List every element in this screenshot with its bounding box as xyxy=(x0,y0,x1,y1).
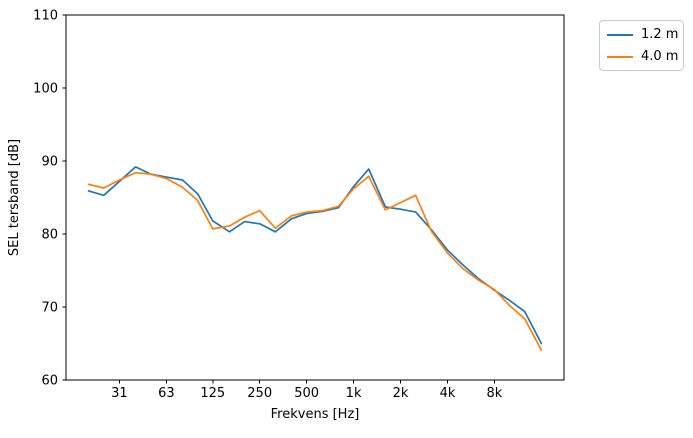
x-tick-label: 500 xyxy=(294,386,319,401)
x-tick-label: 63 xyxy=(158,386,175,401)
x-tick-label: 8k xyxy=(487,386,503,401)
legend-label: 1.2 m xyxy=(641,27,679,42)
x-tick-label: 125 xyxy=(200,386,225,401)
legend-label: 4.0 m xyxy=(641,49,679,64)
y-tick-label: 90 xyxy=(41,155,58,170)
y-tick-label: 110 xyxy=(33,9,58,24)
legend: 1.2 m 4.0 m xyxy=(599,20,684,71)
legend-item-2: 4.0 m xyxy=(607,49,679,64)
series-line-1-2m xyxy=(87,165,543,345)
legend-item-1: 1.2 m xyxy=(607,27,679,42)
x-tick-label: 2k xyxy=(393,386,409,401)
x-tick-label: 250 xyxy=(247,386,272,401)
x-tick-label: 1k xyxy=(346,386,362,401)
y-tick-label: 60 xyxy=(41,374,58,389)
y-tick-label: 100 xyxy=(33,82,58,97)
series-line-4-0m xyxy=(87,171,543,351)
x-axis-label: Frekvens [Hz] xyxy=(271,407,360,422)
x-tick-label: 4k xyxy=(440,386,456,401)
plot-border xyxy=(65,14,565,381)
y-tick-label: 80 xyxy=(41,228,58,243)
y-axis-label: SEL tersband [dB] xyxy=(7,139,22,256)
legend-line-swatch-blue xyxy=(607,33,633,36)
legend-line-swatch-orange xyxy=(607,55,633,58)
y-tick-label: 70 xyxy=(41,301,58,316)
x-tick-label: 31 xyxy=(111,386,128,401)
